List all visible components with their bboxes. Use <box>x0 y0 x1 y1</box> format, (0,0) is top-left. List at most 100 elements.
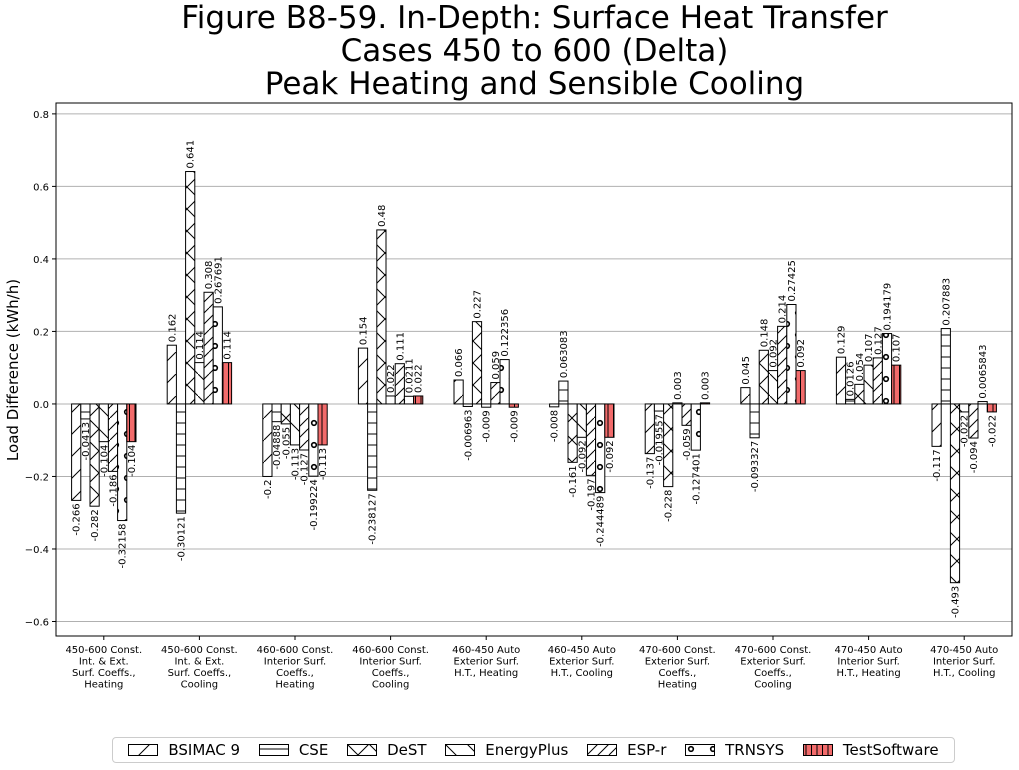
x-tick-label: 470-450 Auto Interior Surf. H.T., Cooling <box>930 645 998 679</box>
bar-value-label: -0.32158 <box>118 524 129 569</box>
bar-value-label: -0.092 <box>577 440 588 472</box>
bar <box>413 395 424 405</box>
bar-value-label: -0.019557 <box>655 414 666 465</box>
bar-value-label: -0.228 <box>664 490 675 522</box>
legend-item: TestSoftware <box>802 741 939 759</box>
bar-value-label: -0.094 <box>969 441 980 473</box>
bar <box>317 403 328 446</box>
legend-swatch <box>445 744 476 756</box>
bar <box>959 403 970 413</box>
y-axis-label: Load Difference (kWh/h) <box>4 279 22 461</box>
bar-value-label: -0.2 <box>263 479 274 499</box>
bar <box>126 403 137 443</box>
bar <box>699 402 711 405</box>
x-tick-label: 450-600 Const. Int. & Ext. Surf. Coeffs., C… <box>161 645 238 691</box>
bar <box>786 304 797 405</box>
bars <box>71 171 997 584</box>
bar-value-label: -0.161 <box>568 465 579 497</box>
legend-label: TestSoftware <box>842 741 939 759</box>
bar-value-label: -0.244489 <box>596 496 607 547</box>
bar-value-label: 0.054 <box>855 353 866 382</box>
bar-value-label: -0.104 <box>127 445 138 477</box>
bar <box>98 403 109 443</box>
legend-label: TRNSYS <box>725 741 785 759</box>
bar-value-label: 0.107 <box>892 334 903 363</box>
y-tick-label: 0.4 <box>33 255 49 266</box>
bar-value-label: -0.0413 <box>81 422 92 461</box>
bar-value-label: 0.059 <box>491 351 502 380</box>
bar <box>986 403 997 413</box>
bar-value-label: 0.0126 <box>846 361 857 396</box>
legend-label: BSIMAC 9 <box>168 741 241 759</box>
bar-value-label: 0.154 <box>359 316 370 345</box>
bar <box>968 403 979 439</box>
legend-item: EnergyPlus <box>445 741 568 759</box>
axes: −0.6 −0.4 −0.2 0.0 0.2 0.4 0.6 0.8 450-600 Const… <box>25 102 1013 691</box>
bar <box>767 370 779 405</box>
bar-value-label: -0.493 <box>951 586 962 618</box>
x-tick-label: 450-600 Const. Int. & Ext. Surf. Coeffs., H… <box>65 645 142 691</box>
bar-value-label: 0.022 <box>386 364 397 393</box>
bar <box>194 362 205 405</box>
bar <box>872 357 883 405</box>
bar <box>490 382 501 405</box>
bar-value-label: 0.0065843 <box>978 344 989 398</box>
bar-value-label: -0.266 <box>72 503 83 535</box>
bar-value-label: 0.27425 <box>787 260 798 301</box>
bar-chart: -0.266 0.162 -0.2 0.154 0.066 -0.008 -0.137 0.0… <box>4 102 1013 691</box>
bar-value-label: 0.162 <box>167 314 178 343</box>
legend-swatch <box>347 744 378 756</box>
x-tick-label: 470-600 Const. Exterior Surf. Coeffs., Heat… <box>639 645 716 691</box>
bar <box>663 403 674 488</box>
bar-value-labels: -0.266 0.162 -0.2 0.154 0.066 -0.008 -0.137 0.0… <box>72 140 999 618</box>
bar <box>681 403 692 426</box>
bar <box>481 403 492 408</box>
bar-value-label: 0.107 <box>864 334 875 363</box>
bar <box>221 362 233 405</box>
y-tick-label: 0.8 <box>33 110 49 121</box>
bar <box>949 403 961 584</box>
bar-value-label: 0.227 <box>473 290 484 319</box>
bar-value-label: 0.308 <box>204 261 215 290</box>
bar <box>262 403 273 477</box>
chart-title-line-2: Cases 450 to 600 (Delta) <box>340 33 729 69</box>
bar <box>644 403 655 455</box>
bar-value-label: 0.207883 <box>941 278 952 326</box>
bar <box>604 403 615 438</box>
bar-value-label: 0.129 <box>837 326 848 355</box>
legend-swatch <box>587 744 618 756</box>
chart-title: Figure B8-59. In-Depth: Surface Heat Tra… <box>0 2 1019 101</box>
bar <box>845 398 856 405</box>
bar <box>567 403 578 463</box>
bar-value-label: -0.127401 <box>691 453 702 504</box>
x-tick-label: 460-450 Auto Exterior Surf. H.T., Cooling <box>548 645 616 679</box>
bar <box>394 363 405 405</box>
bar-value-label: -0.006963 <box>463 409 474 460</box>
chart-title-line-1: Figure B8-59. In-Depth: Surface Heat Tra… <box>181 0 888 36</box>
bar-value-label: -0.04888 <box>272 425 283 470</box>
bar <box>462 403 473 407</box>
bar-value-label: -0.009 <box>509 410 520 442</box>
bar <box>977 401 988 405</box>
bar <box>185 171 196 405</box>
bar <box>576 403 587 438</box>
bar-value-label: -0.282 <box>90 509 101 541</box>
legend-swatch <box>685 744 716 756</box>
bar-value-label: -0.199224 <box>309 479 320 530</box>
bar <box>690 403 701 451</box>
bar-value-label: 0.0211 <box>405 358 416 393</box>
bar <box>212 306 223 405</box>
bar-value-label: 0.214 <box>778 295 789 324</box>
bar <box>367 403 378 491</box>
x-tick-label: 470-600 Const. Exterior Surf. Coeffs., Cool… <box>735 645 812 691</box>
legend-label: EnergyPlus <box>485 741 569 759</box>
bar-value-label: 0.114 <box>195 331 206 360</box>
bar <box>403 395 415 405</box>
y-tick-label: 0.2 <box>33 327 49 338</box>
bar-value-label: -0.30121 <box>177 516 188 561</box>
bar-value-label: -0.104 <box>99 445 110 477</box>
legend-swatch <box>128 744 159 756</box>
bar-value-label: -0.059 <box>682 428 693 460</box>
bar <box>166 344 177 405</box>
bar-value-label: -0.186 <box>109 474 120 506</box>
